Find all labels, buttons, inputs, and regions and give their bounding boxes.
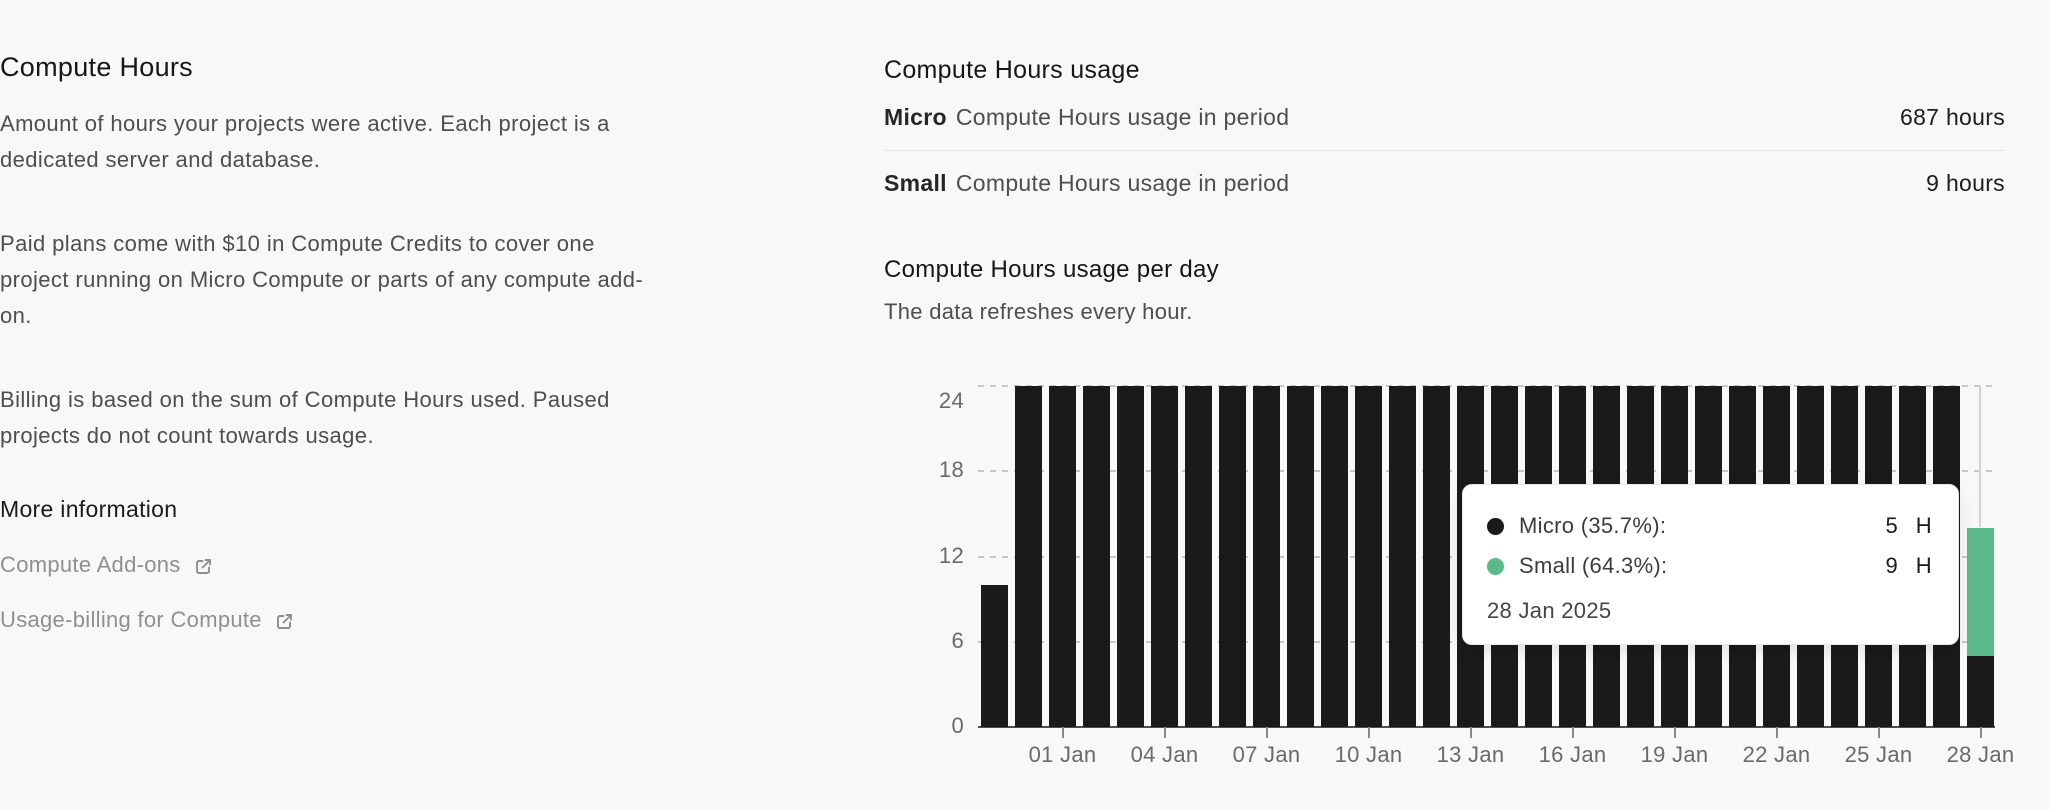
- gridline-24: [978, 385, 1995, 387]
- bar-01-jan[interactable]: [1049, 386, 1076, 727]
- link-compute-add-ons[interactable]: Compute Add-ons: [0, 552, 214, 578]
- bar-segment-micro: [1287, 386, 1314, 727]
- bar-04-jan[interactable]: [1151, 386, 1178, 727]
- usage-summary-table: Micro Compute Hours usage in period 687 …: [884, 104, 2005, 197]
- chart-subtitle: The data refreshes every hour.: [884, 299, 1193, 324]
- tier-name: Small: [884, 170, 947, 196]
- x-axis-label-19-jan: 19 Jan: [1640, 742, 1709, 767]
- link-label: Usage-billing for Compute: [0, 607, 262, 632]
- external-link-icon: [274, 611, 295, 632]
- bar-07-jan[interactable]: [1253, 386, 1280, 727]
- y-axis-label-18: 18: [938, 457, 964, 483]
- y-axis-label-24: 24: [938, 388, 964, 413]
- x-axis-label-25-jan: 25 Jan: [1844, 742, 1913, 767]
- tooltip-series-value: 5: [1885, 513, 1898, 538]
- x-axis-tick: [1367, 727, 1370, 738]
- x-axis-tick: [1265, 727, 1268, 738]
- tooltip-row-micro: Micro (35.7%): 5 H: [1487, 506, 1932, 546]
- link-label: Compute Add-ons: [0, 552, 181, 577]
- link-usage-billing-for-compute[interactable]: Usage-billing for Compute: [0, 607, 295, 633]
- bar-30-dec[interactable]: [981, 584, 1008, 727]
- bar-segment-micro: [1219, 386, 1246, 727]
- tooltip-date: 28 Jan 2025: [1487, 598, 1612, 623]
- x-axis-tick: [1061, 727, 1064, 738]
- x-axis-label-10-jan: 10 Jan: [1334, 742, 1403, 767]
- bar-06-jan[interactable]: [1219, 386, 1246, 727]
- bar-segment-micro: [1117, 386, 1144, 727]
- tooltip-series-unit: H: [1915, 513, 1932, 538]
- tooltip-series-label: Small (64.3%):: [1519, 553, 1668, 578]
- x-axis-label-16-jan: 16 Jan: [1538, 742, 1607, 767]
- x-axis-label-04-jan: 04 Jan: [1130, 742, 1199, 767]
- tooltip-series-label: Micro (35.7%):: [1519, 513, 1667, 538]
- x-axis-label-01-jan: 01 Jan: [1028, 742, 1097, 767]
- bar-segment-micro: [1321, 386, 1348, 727]
- x-axis-tick: [1979, 727, 1982, 738]
- bar-segment-micro: [1015, 386, 1042, 727]
- bar-segment-micro: [1185, 386, 1212, 727]
- bar-03-jan[interactable]: [1117, 386, 1144, 727]
- x-axis-label-22-jan: 22 Jan: [1742, 742, 1811, 767]
- small-series-dot-icon: [1487, 557, 1504, 575]
- usage-row-label: Compute Hours usage in period: [955, 170, 1290, 196]
- usage-summary-title: Compute Hours usage: [884, 56, 1140, 84]
- page-title: Compute Hours: [0, 52, 193, 82]
- description-paragraph: Paid plans come with $10 in Compute Cred…: [0, 231, 644, 328]
- tooltip-series-value: 9: [1885, 553, 1898, 578]
- usage-row-value: 9 hours: [1926, 170, 2005, 196]
- micro-series-dot-icon: [1487, 517, 1504, 535]
- bar-08-jan[interactable]: [1287, 386, 1314, 727]
- x-axis-label-28-jan: 28 Jan: [1946, 742, 2015, 767]
- bar-segment-micro: [1049, 386, 1076, 727]
- x-axis-tick: [1469, 727, 1472, 738]
- bar-12-jan[interactable]: [1423, 386, 1450, 727]
- compute-hours-description: Amount of hours your projects were activ…: [0, 106, 662, 502]
- x-axis-label-13-jan: 13 Jan: [1436, 742, 1505, 767]
- usage-row-small: Small Compute Hours usage in period 9 ho…: [884, 151, 2005, 197]
- bar-segment-small: [1967, 528, 1994, 656]
- bar-11-jan[interactable]: [1389, 386, 1416, 727]
- chart-tooltip: Micro (35.7%): 5 H Small (64.3%): 9 H 28…: [1462, 484, 1959, 645]
- bar-31-dec[interactable]: [1015, 386, 1042, 727]
- bar-segment-micro: [1423, 386, 1450, 727]
- x-axis-tick: [1673, 727, 1676, 738]
- gridline-18: [978, 470, 1995, 473]
- bar-05-jan[interactable]: [1185, 386, 1212, 727]
- x-axis-tick: [1877, 727, 1880, 738]
- bar-28-jan[interactable]: [1967, 528, 1994, 727]
- bar-segment-micro: [1389, 386, 1416, 727]
- bar-segment-micro: [1355, 386, 1382, 727]
- x-axis-line: [978, 726, 1995, 728]
- x-axis-label-07-jan: 07 Jan: [1232, 742, 1301, 767]
- description-paragraph: Amount of hours your projects were activ…: [0, 111, 610, 172]
- y-axis-label-12: 12: [938, 542, 964, 568]
- usage-row-micro: Micro Compute Hours usage in period 687 …: [884, 104, 2005, 151]
- tooltip-series-unit: H: [1915, 553, 1932, 578]
- bar-02-jan[interactable]: [1083, 386, 1110, 727]
- bar-segment-micro: [1253, 386, 1280, 727]
- hover-crosshair-line: [1979, 386, 1981, 527]
- x-axis-tick: [1775, 727, 1778, 738]
- bar-segment-micro: [1083, 386, 1110, 727]
- bar-09-jan[interactable]: [1321, 386, 1348, 727]
- bar-segment-micro: [1967, 655, 1994, 727]
- x-axis-tick: [1163, 727, 1166, 738]
- y-axis-label-6: 6: [951, 627, 964, 653]
- y-axis-label-0: 0: [951, 713, 964, 738]
- more-information-heading: More information: [0, 496, 178, 522]
- chart-title: Compute Hours usage per day: [884, 256, 1219, 283]
- bar-10-jan[interactable]: [1355, 386, 1382, 727]
- x-axis-tick: [1571, 727, 1574, 738]
- description-paragraph: Billing is based on the sum of Compute H…: [0, 387, 610, 448]
- bar-segment-micro: [1151, 386, 1178, 727]
- usage-row-label: Compute Hours usage in period: [955, 104, 1290, 130]
- usage-row-value: 687 hours: [1900, 104, 2005, 130]
- tooltip-row-small: Small (64.3%): 9 H: [1487, 546, 1932, 586]
- external-link-icon: [193, 556, 214, 577]
- bar-segment-micro: [981, 584, 1008, 727]
- tier-name: Micro: [884, 104, 947, 130]
